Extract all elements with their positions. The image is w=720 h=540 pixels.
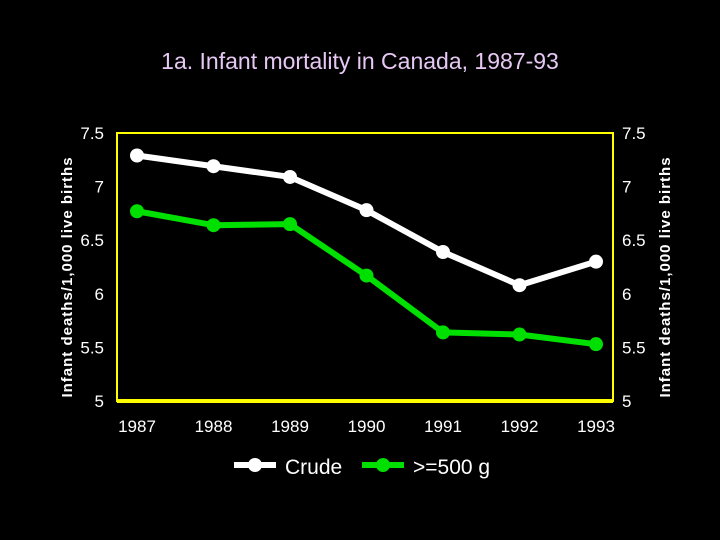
data-point	[359, 203, 374, 218]
x-tick-label: 1988	[195, 417, 233, 436]
x-tick-label: 1987	[118, 417, 156, 436]
plot-frame	[116, 132, 614, 402]
x-tick-label: 1993	[577, 417, 615, 436]
data-point	[206, 159, 221, 174]
x-tick-label: 1992	[501, 417, 539, 436]
y-tick-label-left: 7	[95, 178, 104, 197]
y-tick-label-right: 6	[622, 285, 631, 304]
data-point	[589, 337, 603, 352]
y-axis-title-right: Infant deaths/1,000 live births	[657, 156, 674, 397]
legend-label: >=500 g	[413, 456, 490, 479]
y-tick-label-right: 7	[622, 178, 631, 197]
y-axis-title-left: Infant deaths/1,000 live births	[59, 156, 76, 397]
y-tick-label-left: 6.5	[80, 231, 104, 250]
data-point	[283, 169, 297, 184]
data-point	[130, 148, 144, 163]
x-tick-label: 1991	[424, 417, 462, 436]
legend-swatch-marker	[376, 458, 390, 472]
y-tick-label-left: 5	[95, 392, 104, 411]
data-point	[283, 217, 297, 232]
x-tick-label: 1990	[348, 417, 386, 436]
y-tick-label-left: 7.5	[80, 124, 104, 143]
y-tick-label-right: 5.5	[622, 338, 646, 357]
series-line	[136, 152, 597, 289]
data-point	[512, 327, 527, 342]
data-point	[206, 218, 221, 233]
y-tick-label-right: 5	[622, 392, 631, 411]
data-point	[436, 244, 450, 259]
legend-swatch-marker	[248, 458, 262, 472]
data-point	[130, 204, 144, 219]
data-point	[436, 325, 450, 340]
y-tick-label-left: 6	[95, 285, 104, 304]
legend-label: Crude	[285, 456, 342, 479]
y-tick-label-left: 5.5	[80, 338, 104, 357]
chart-title: 1a. Infant mortality in Canada, 1987-93	[161, 48, 559, 74]
x-tick-label: 1989	[271, 417, 309, 436]
data-point	[512, 278, 527, 293]
data-point	[589, 254, 603, 269]
y-tick-label-right: 7.5	[622, 124, 646, 143]
y-tick-label-right: 6.5	[622, 231, 646, 250]
data-point	[359, 268, 374, 283]
